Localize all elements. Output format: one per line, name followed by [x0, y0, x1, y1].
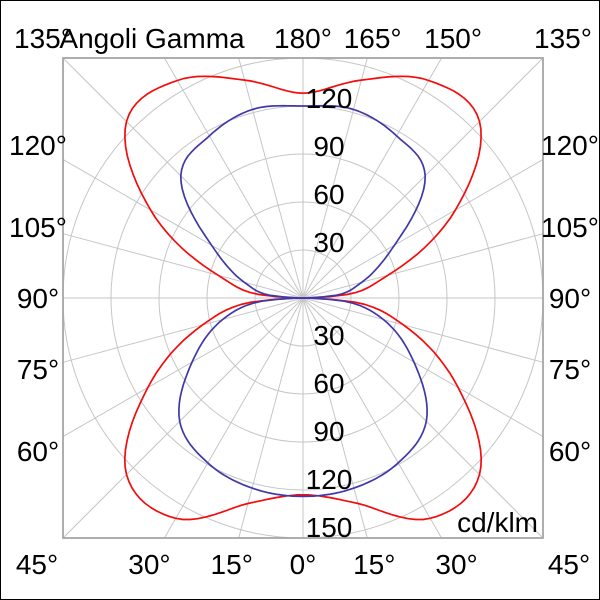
polar-grid-ray: [302, 57, 442, 299]
gamma-angle-label: 180°: [274, 23, 332, 54]
gamma-angle-label: 150°: [424, 23, 482, 54]
polar-grid-ray: [62, 233, 304, 299]
gamma-angle-label: 105°: [541, 212, 599, 243]
polar-grid-ray: [62, 159, 304, 299]
radial-tick-label: 150: [306, 512, 353, 543]
polar-grid-ring: [254, 249, 352, 347]
radial-tick-label: 90: [313, 131, 344, 162]
gamma-angle-label: 30°: [128, 549, 170, 580]
polar-grid-ray: [302, 159, 544, 299]
gamma-angle-label: 45°: [16, 549, 58, 580]
polar-grid-ray: [238, 57, 304, 299]
radial-tick-label: 30: [313, 320, 344, 351]
gamma-angle-label: 75°: [17, 354, 59, 385]
gamma-angle-label: 60°: [549, 436, 591, 467]
radial-tick-label: 30: [313, 227, 344, 258]
photometric-blue-curve: [178, 104, 428, 498]
gamma-angle-label: 120°: [541, 130, 599, 161]
radial-tick-label: 120: [306, 464, 353, 495]
radial-tick-label: 60: [313, 179, 344, 210]
photometric-red-curve: [123, 75, 483, 521]
gamma-angle-label: 0°: [290, 549, 317, 580]
gamma-angle-label: 15°: [211, 549, 253, 580]
polar-grid-ray: [62, 57, 304, 299]
gamma-angle-label: 120°: [9, 130, 67, 161]
gamma-angle-label: 105°: [9, 212, 67, 243]
polar-grid-ray: [62, 297, 304, 539]
radial-tick-label: 60: [313, 368, 344, 399]
polar-grid-ray: [62, 297, 304, 437]
polar-grid-ray: [62, 297, 304, 363]
gamma-angle-label: 135°: [14, 23, 72, 54]
gamma-angle-label: 165°: [344, 23, 402, 54]
gamma-angle-label: 90°: [549, 283, 591, 314]
polar-grid-ray: [302, 57, 544, 299]
polar-grid-ray: [164, 57, 304, 299]
gamma-angle-label: 45°: [548, 549, 590, 580]
radial-tick-label: 120: [306, 83, 353, 114]
polar-grid-ray: [164, 297, 304, 539]
gamma-angle-label: 75°: [549, 354, 591, 385]
gamma-angle-label: 90°: [17, 283, 59, 314]
gamma-angle-label: 15°: [353, 549, 395, 580]
gamma-angle-label: 60°: [17, 436, 59, 467]
gamma-angle-label: 135°: [534, 23, 592, 54]
polar-grid-ray: [302, 297, 544, 363]
polar-grid-ray: [238, 297, 304, 539]
gamma-angle-label: 30°: [435, 549, 477, 580]
radial-tick-label: 90: [313, 416, 344, 447]
chart-title: Angoli Gamma: [59, 23, 245, 54]
polar-grid-ray: [302, 57, 368, 299]
polar-grid-ray: [302, 297, 544, 539]
polar-grid-ray: [302, 297, 442, 539]
polar-grid-ring: [158, 153, 448, 443]
plot-frame: [62, 57, 544, 539]
polar-grid-ray: [302, 297, 544, 437]
units-label: cd/klm: [457, 507, 538, 538]
polar-grid-ray: [302, 233, 544, 299]
polar-grid-ray: [302, 297, 368, 539]
polar-grid-ring: [206, 201, 400, 395]
